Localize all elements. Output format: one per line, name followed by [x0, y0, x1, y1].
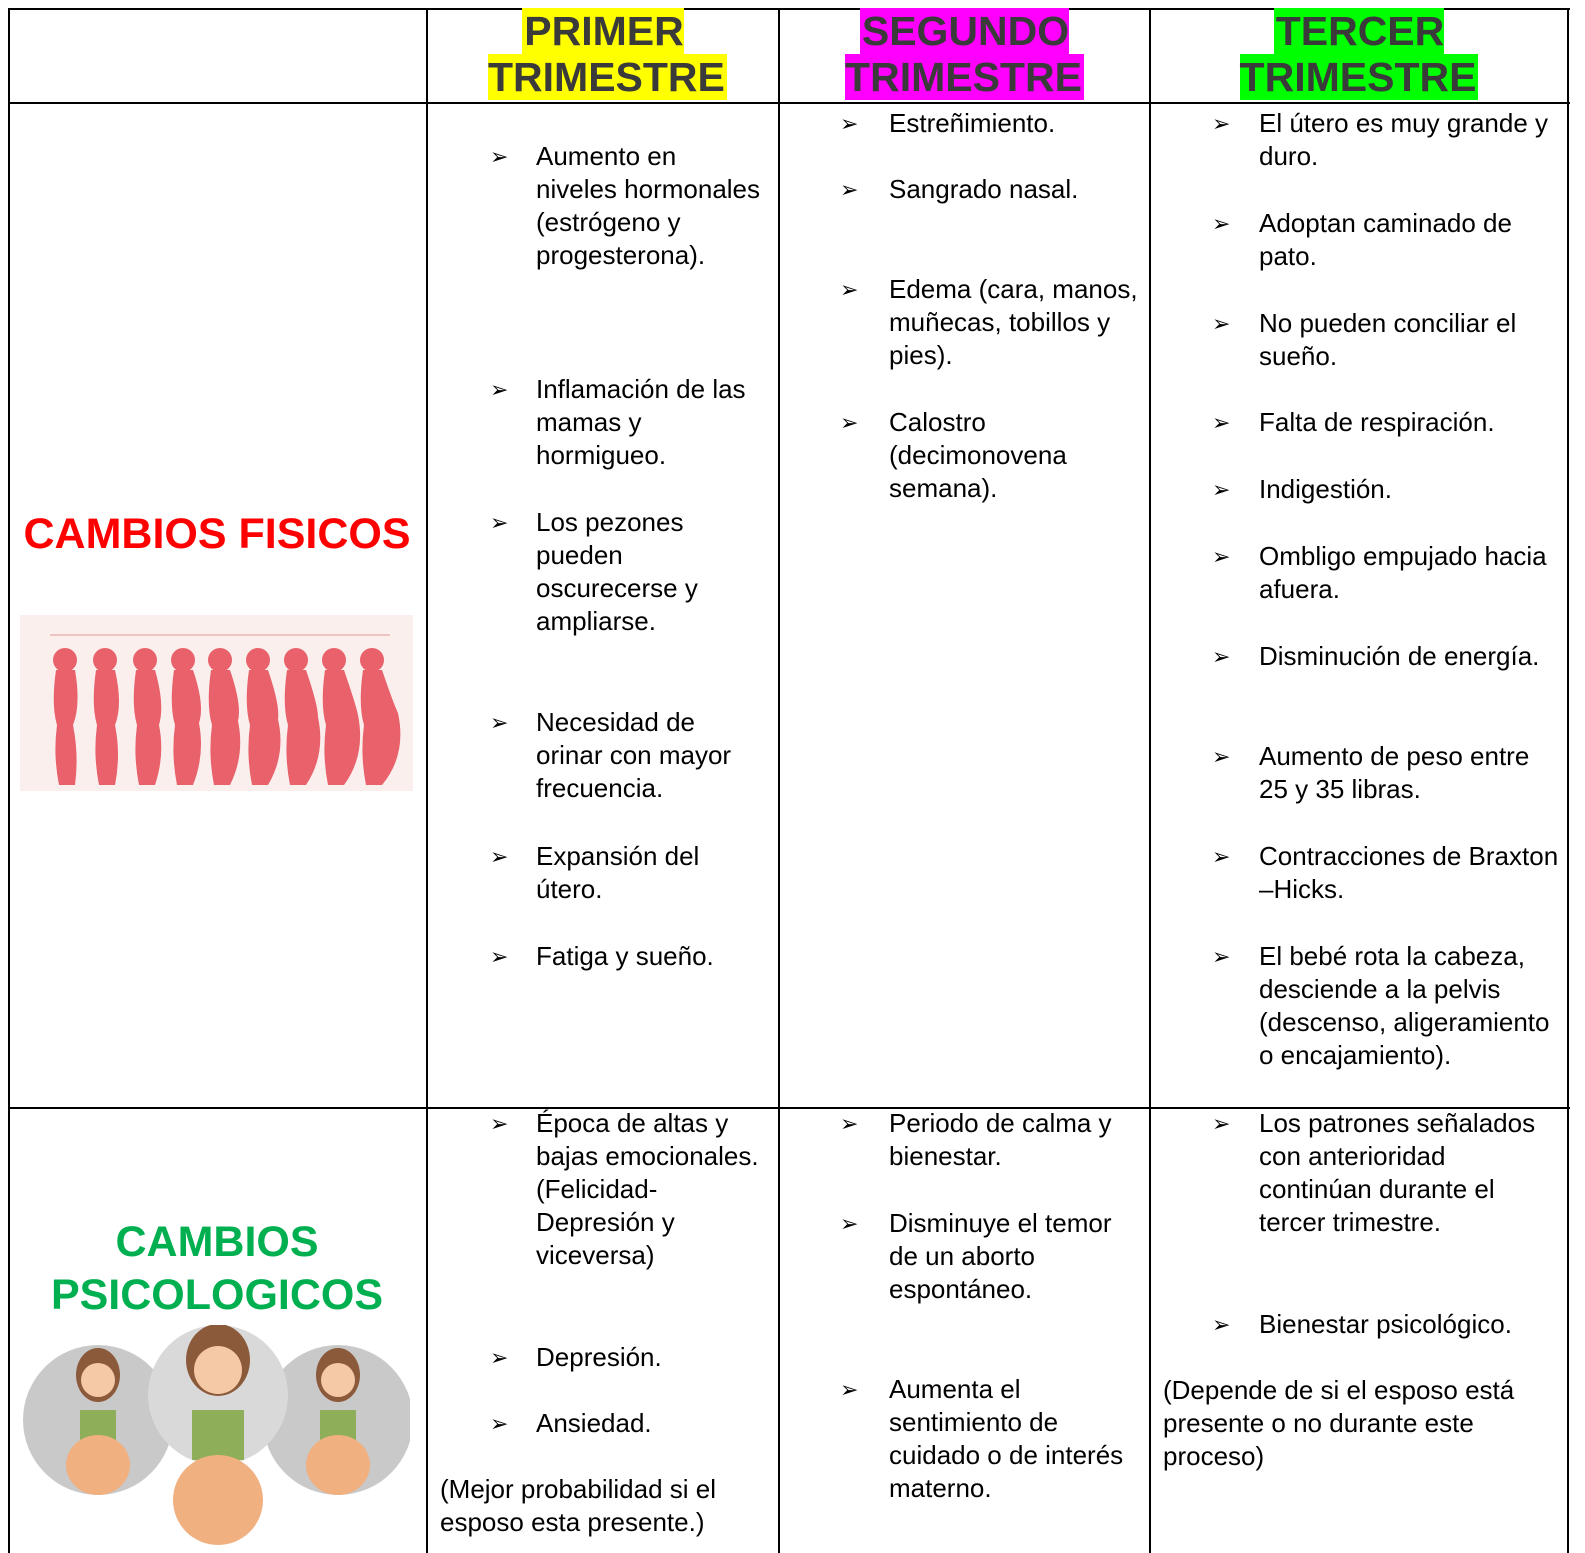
bullet-arrow: ➢	[1212, 410, 1231, 435]
column-header: TERCER TRIMESTRE	[1151, 8, 1567, 100]
bullet-arrow: ➢	[1212, 844, 1231, 869]
bullet-arrow: ➢	[490, 844, 509, 869]
header-text: TERCER TRIMESTRE	[1239, 8, 1479, 100]
list-item: Falta de respiración.	[1259, 407, 1495, 437]
border	[778, 8, 780, 1553]
list-item: El bebé rota la cabeza, desciende a la p…	[1259, 941, 1550, 1070]
list-item: Ombligo empujado hacia afuera.	[1259, 541, 1547, 604]
bullet-arrow: ➢	[1212, 211, 1231, 236]
list-item: Necesidad de orinar con mayor frecuencia…	[536, 707, 732, 803]
bullet-arrow: ➢	[490, 710, 509, 735]
list-item: Sangrado nasal.	[889, 174, 1079, 204]
bullet-arrow: ➢	[490, 144, 509, 169]
list-item: Fatiga y sueño.	[536, 941, 714, 971]
border	[8, 8, 1570, 10]
border	[426, 8, 428, 1553]
list-item: Aumento en niveles hormonales (estrógeno…	[536, 141, 761, 270]
list-item: Adoptan caminado de pato.	[1259, 208, 1512, 271]
bullet-arrow: ➢	[840, 177, 859, 202]
bullet-arrow: ➢	[490, 1345, 509, 1370]
bullet-arrow: ➢	[490, 510, 509, 535]
border	[8, 102, 1570, 104]
list-item: Estreñimiento.	[889, 108, 1056, 138]
pregnancy-illustration	[20, 615, 413, 791]
bullet-arrow: ➢	[1212, 544, 1231, 569]
bullet-arrow: ➢	[1212, 311, 1231, 336]
bullet-arrow: ➢	[1212, 944, 1231, 969]
list-item: Disminuye el temor de un aborto espontán…	[889, 1208, 1112, 1304]
list-item: Indigestión.	[1259, 474, 1392, 504]
list-item: Los patrones señalados con anterioridad …	[1259, 1108, 1536, 1237]
bullet-arrow: ➢	[840, 111, 859, 136]
cell-note: (Depende de si el esposo está presente o…	[1163, 1375, 1515, 1471]
list-item: Disminución de energía.	[1259, 641, 1540, 671]
bullet-arrow: ➢	[1212, 111, 1231, 136]
cell-note: (Mejor probabilidad si el esposo esta pr…	[440, 1474, 717, 1537]
bullet-arrow: ➢	[1212, 1111, 1231, 1136]
bullet-arrow: ➢	[840, 1377, 859, 1402]
border	[1567, 8, 1569, 1553]
bullet-arrow: ➢	[490, 1111, 509, 1136]
border	[8, 1107, 1570, 1109]
header-text: PRIMER TRIMESTRE	[488, 8, 727, 100]
list-item: No pueden conciliar el sueño.	[1259, 308, 1517, 371]
row-label: CAMBIOS PSICOLOGICOS	[50, 1218, 384, 1319]
bullet-arrow: ➢	[1212, 477, 1231, 502]
header-text: SEGUNDO TRIMESTRE	[845, 8, 1084, 100]
list-item: Contracciones de Braxton –Hicks.	[1259, 841, 1559, 904]
list-item: El útero es muy grande y duro.	[1259, 108, 1549, 171]
row-label: CAMBIOS FISICOS	[23, 510, 411, 558]
bullet-arrow: ➢	[840, 1111, 859, 1136]
bullet-arrow: ➢	[1212, 1312, 1231, 1337]
bullet-arrow: ➢	[490, 944, 509, 969]
list-item: Ansiedad.	[536, 1408, 652, 1438]
border	[8, 8, 10, 1553]
list-item: Bienestar psicológico.	[1259, 1309, 1512, 1339]
bullet-arrow: ➢	[840, 1211, 859, 1236]
list-item: Aumento de peso entre 25 y 35 libras.	[1259, 741, 1530, 804]
bullet-arrow: ➢	[840, 277, 859, 302]
list-item: Aumenta el sentimiento de cuidado o de i…	[889, 1374, 1124, 1503]
bullet-arrow: ➢	[1212, 744, 1231, 769]
list-item: Época de altas y bajas emocionales. (Fel…	[536, 1108, 759, 1270]
list-item: Calostro (decimonovena semana).	[889, 407, 1067, 503]
bullet-arrow: ➢	[840, 410, 859, 435]
bullet-arrow: ➢	[490, 1411, 509, 1436]
mood-illustration	[23, 1325, 410, 1545]
list-item: Edema (cara, manos, muñecas, tobillos y …	[889, 274, 1138, 370]
list-item: Periodo de calma y bienestar.	[889, 1108, 1112, 1171]
list-item: Depresión.	[536, 1342, 662, 1372]
list-item: Inflamación de las mamas y hormigueo.	[536, 374, 746, 470]
column-header: PRIMER TRIMESTRE	[428, 8, 778, 100]
column-header: SEGUNDO TRIMESTRE	[780, 8, 1149, 100]
list-item: Los pezones pueden oscurecerse y ampliar…	[536, 507, 698, 636]
border	[1149, 8, 1151, 1553]
list-item: Expansión del útero.	[536, 841, 700, 904]
bullet-arrow: ➢	[1212, 644, 1231, 669]
bullet-arrow: ➢	[490, 377, 509, 402]
